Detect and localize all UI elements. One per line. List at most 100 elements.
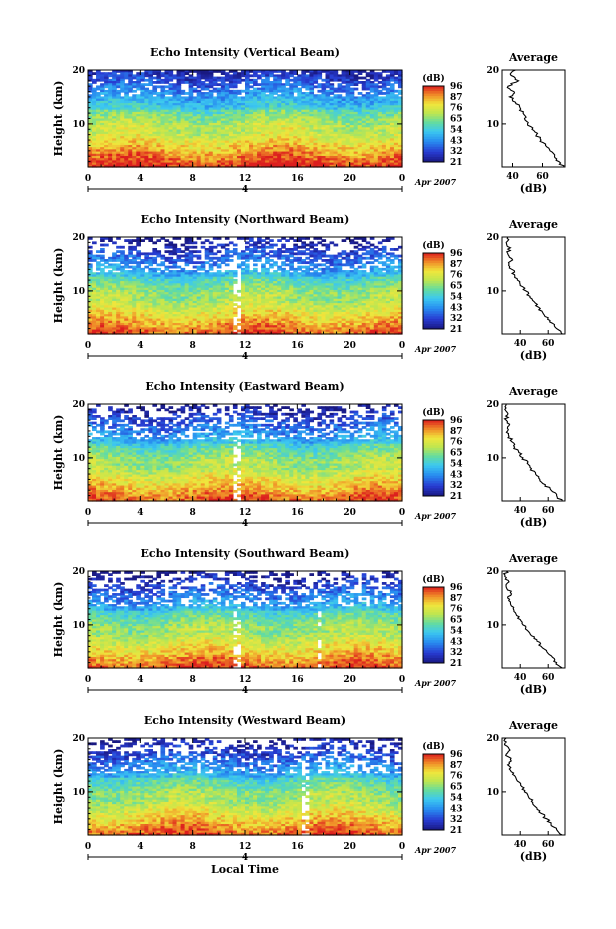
profile-title: Average xyxy=(508,218,558,231)
colorbar-swatch xyxy=(423,151,444,155)
colorbar-frame xyxy=(422,586,445,664)
x-tick-label: 12 xyxy=(239,508,252,518)
date-label: Apr 2007 xyxy=(414,678,457,688)
profile-y-tick-label: 20 xyxy=(486,233,499,243)
colorbar-swatch xyxy=(423,642,444,646)
colorbar-frame xyxy=(422,85,445,163)
x-tick-label: 8 xyxy=(190,174,196,184)
profile-x-tick-label: 60 xyxy=(542,673,555,683)
colorbar-swatch xyxy=(423,101,444,105)
colorbar-swatch xyxy=(423,255,444,259)
x-tick-label: 12 xyxy=(239,842,252,852)
x-tick-label: 20 xyxy=(343,842,356,852)
colorbar-tick-label: 32 xyxy=(450,314,463,324)
x-tick-label: 0 xyxy=(85,341,91,351)
panel-title: Echo Intensity (Westward Beam) xyxy=(144,714,346,727)
colorbar-label: (dB) xyxy=(422,407,444,418)
x-tick-label: 0 xyxy=(399,842,405,852)
x-tick-label: 4 xyxy=(137,341,143,351)
colorbar-swatch xyxy=(423,635,444,639)
y-axis-label: Height (km) xyxy=(52,415,65,491)
profile-y-tick-label: 20 xyxy=(486,400,499,410)
profile-title: Average xyxy=(508,51,558,64)
y-tick-label: 10 xyxy=(72,788,85,798)
colorbar-swatch xyxy=(423,435,444,439)
colorbar-swatch xyxy=(423,452,444,456)
colorbar-swatch xyxy=(423,136,444,140)
colorbar-tick-label: 21 xyxy=(450,492,463,502)
colorbar-tick-label: 21 xyxy=(450,325,463,335)
profile-y-tick-label: 10 xyxy=(486,120,499,130)
colorbar-swatch xyxy=(423,819,444,823)
colorbar-swatch xyxy=(423,131,444,135)
colorbar-swatch xyxy=(423,154,444,158)
colorbar-swatch xyxy=(423,463,444,467)
colorbar-tick-label: 65 xyxy=(450,282,463,292)
x-tick-label: 0 xyxy=(399,341,405,351)
colorbar-swatch xyxy=(423,144,444,148)
colorbar-swatch xyxy=(423,311,444,315)
date-label: Apr 2007 xyxy=(414,344,457,354)
profile-x-tick-label: 60 xyxy=(536,172,549,182)
y-tick-label: 10 xyxy=(72,454,85,464)
x-tick-label: 8 xyxy=(190,675,196,685)
colorbar-swatch xyxy=(423,134,444,138)
colorbar-swatch xyxy=(423,93,444,97)
colorbar-swatch xyxy=(423,614,444,618)
colorbar-swatch xyxy=(423,776,444,780)
colorbar-tick-label: 76 xyxy=(450,438,463,448)
profile-x-tick-label: 40 xyxy=(514,339,527,349)
colorbar-swatch xyxy=(423,761,444,765)
profile-line xyxy=(503,737,563,836)
colorbar-swatch xyxy=(423,278,444,282)
colorbar-swatch xyxy=(423,812,444,816)
x-tick-label: 12 xyxy=(239,675,252,685)
colorbar-swatch xyxy=(423,422,444,426)
colorbar-swatch xyxy=(423,263,444,267)
colorbar-swatch xyxy=(423,98,444,102)
x-tick-label: 20 xyxy=(343,508,356,518)
colorbar-swatch xyxy=(423,440,444,444)
colorbar-swatch xyxy=(423,766,444,770)
colorbar-swatch xyxy=(423,784,444,788)
colorbar-swatch xyxy=(423,607,444,611)
date-day: 4 xyxy=(242,185,248,195)
colorbar-tick-label: 21 xyxy=(450,826,463,836)
colorbar-swatch xyxy=(423,774,444,778)
profile-x-label: (dB) xyxy=(520,349,547,362)
profile-x-label: (dB) xyxy=(520,182,547,195)
colorbar-swatch xyxy=(423,809,444,813)
x-tick-label: 16 xyxy=(291,508,304,518)
colorbar-tick-label: 43 xyxy=(450,470,463,480)
colorbar-swatch xyxy=(423,326,444,330)
colorbar-tick-label: 76 xyxy=(450,104,463,114)
colorbar-tick-label: 96 xyxy=(450,750,463,760)
colorbar-tick-label: 65 xyxy=(450,783,463,793)
profile-y-tick-label: 10 xyxy=(486,621,499,631)
colorbar-swatch xyxy=(423,318,444,322)
profile-line xyxy=(502,570,563,669)
colorbar-tick-label: 96 xyxy=(450,416,463,426)
profile-line xyxy=(505,236,563,335)
colorbar-swatch xyxy=(423,425,444,429)
colorbar-swatch xyxy=(423,303,444,307)
x-axis-label: Local Time xyxy=(211,863,279,876)
colorbar-frame xyxy=(422,753,445,831)
colorbar-swatch xyxy=(423,323,444,327)
x-tick-label: 20 xyxy=(343,341,356,351)
colorbar-swatch xyxy=(423,652,444,656)
colorbar-swatch xyxy=(423,445,444,449)
colorbar-swatch xyxy=(423,455,444,459)
colorbar-swatch xyxy=(423,488,444,492)
heatmap-cells xyxy=(88,738,403,836)
colorbar-swatch xyxy=(423,285,444,289)
colorbar-swatch xyxy=(423,470,444,474)
colorbar-swatch xyxy=(423,792,444,796)
profile-y-tick-label: 10 xyxy=(486,287,499,297)
x-tick-label: 0 xyxy=(85,675,91,685)
colorbar-tick-label: 54 xyxy=(450,292,463,302)
colorbar-swatch xyxy=(423,458,444,462)
colorbar-swatch xyxy=(423,321,444,325)
colorbar-swatch xyxy=(423,432,444,436)
colorbar-swatch xyxy=(423,622,444,626)
